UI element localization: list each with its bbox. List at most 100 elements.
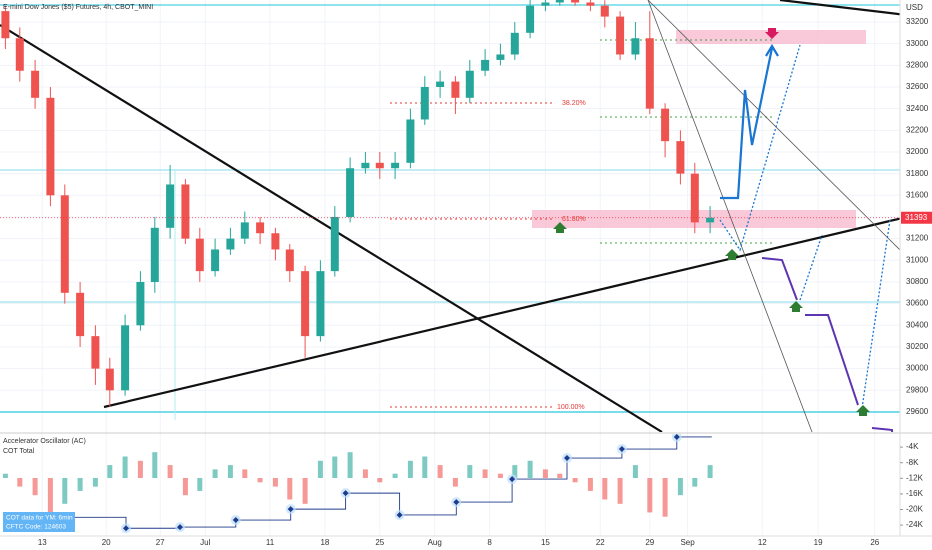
y-tick-label: -8K (906, 458, 919, 467)
y-tick-label: 31600 (906, 190, 929, 199)
fib-label: 61.80% (562, 216, 586, 223)
candle-body (76, 292, 85, 337)
ac-bar (242, 469, 248, 478)
arrow-icon (553, 222, 567, 233)
cot-marker (618, 446, 625, 453)
ac-bar (437, 465, 443, 478)
y-tick-label: 33200 (906, 17, 929, 26)
ac-bar (482, 469, 488, 478)
x-tick-label: 20 (102, 538, 111, 547)
y-tick-label: 32200 (906, 125, 929, 134)
arrow-icon (725, 249, 739, 260)
x-tick-label: 22 (596, 538, 605, 547)
fib-label: 38.20% (562, 100, 586, 107)
cot-marker (342, 490, 349, 497)
ac-bar (92, 478, 98, 487)
ac-bar (617, 478, 623, 504)
x-tick-label: 26 (870, 538, 879, 547)
cot-marker (509, 476, 516, 483)
candle-body (1, 11, 10, 39)
ac-bar (497, 473, 503, 478)
x-tick-label: Aug (428, 538, 442, 547)
candle-body (541, 2, 550, 6)
x-tick-label: Jul (200, 538, 210, 547)
y-tick-label: 30000 (906, 364, 929, 373)
pane-title: Accelerator Oscillator (AC) (3, 438, 86, 445)
ac-bar (332, 456, 338, 478)
ac-bar (107, 465, 113, 478)
candle-body (706, 217, 715, 223)
candle-body (271, 233, 280, 250)
x-tick-label: 11 (266, 538, 275, 547)
candle-body (571, 0, 580, 3)
candle-body (226, 238, 235, 250)
projection (720, 47, 774, 200)
y-tick-label: 30400 (906, 320, 929, 329)
candle-body (211, 249, 220, 272)
x-tick-label: 29 (645, 538, 654, 547)
ac-bar (602, 478, 608, 500)
arrow-icon (856, 405, 870, 416)
candle-body (600, 5, 609, 17)
candle-body (105, 368, 114, 391)
ac-bar (197, 478, 203, 491)
ac-bar (467, 465, 473, 478)
last-price-tag (901, 211, 932, 224)
ac-bar (227, 465, 233, 478)
candle-body (420, 86, 429, 120)
cot-marker (564, 455, 570, 462)
y-tick-label: 30200 (906, 342, 929, 351)
cot-marker (232, 517, 239, 524)
candle-body (661, 108, 670, 142)
y-tick-label: 32600 (906, 82, 929, 91)
note-box (3, 512, 75, 532)
candle-body (150, 227, 159, 282)
y-tick-label: 32800 (906, 60, 929, 69)
candle-body (121, 325, 130, 391)
y-tick-label: 30800 (906, 277, 929, 286)
y-tick-label: 30600 (906, 299, 929, 308)
ac-bar (17, 478, 23, 487)
candle-body (330, 216, 339, 272)
candle-body (555, 0, 564, 3)
ac-bar (557, 473, 563, 478)
y-tick-label: -12K (906, 473, 924, 482)
arrow-icon (789, 301, 803, 312)
ac-bar (647, 478, 653, 513)
y-tick-label: -4K (906, 442, 919, 451)
candle-body (676, 141, 685, 174)
ac-bar (587, 478, 593, 491)
x-tick-label: 19 (814, 538, 823, 547)
candle-body (136, 281, 145, 326)
candle-body (15, 38, 24, 71)
candle-body (285, 249, 294, 272)
candle-body (616, 16, 625, 55)
candle-body (375, 162, 384, 169)
cot-marker (453, 499, 460, 506)
ac-bar (32, 478, 38, 496)
projection (719, 44, 801, 252)
ac-bar (77, 478, 83, 491)
y-tick-label: -24K (906, 520, 924, 529)
ac-bar (632, 465, 638, 478)
y-tick-label: 33000 (906, 39, 929, 48)
grid (0, 0, 900, 536)
chart-title: E-mini Dow Jones ($5) Futures, 4h, CBOT_… (3, 4, 153, 11)
y-tick-label: 31200 (906, 234, 929, 243)
ac-bar (62, 478, 68, 504)
x-tick-label: 25 (375, 538, 384, 547)
ac-bar (122, 456, 128, 478)
projection (799, 234, 823, 301)
ac-bar (347, 452, 353, 478)
ac-bar (287, 478, 293, 500)
fib-label: 100.00% (557, 404, 585, 411)
ac-bar (212, 469, 218, 478)
candle-body (301, 271, 310, 337)
x-tick-label: 27 (156, 538, 165, 547)
cot-marker (177, 524, 183, 531)
cot-marker (123, 525, 129, 532)
y-tick-label: 32000 (906, 147, 929, 156)
ac-bar (137, 460, 143, 478)
ac-bar (452, 478, 458, 487)
